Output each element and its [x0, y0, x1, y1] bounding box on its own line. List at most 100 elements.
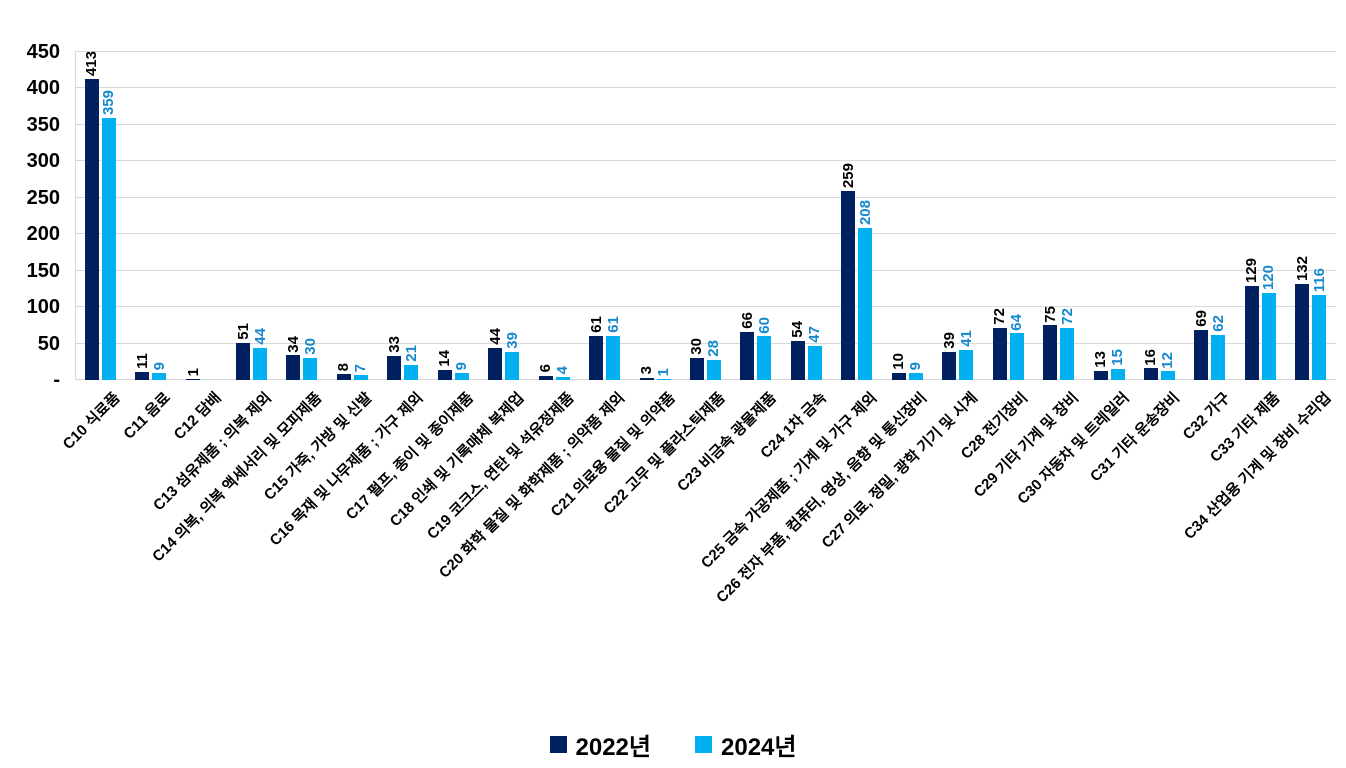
bar-group: 14 9 [428, 52, 478, 380]
bar-column: 10 [890, 353, 908, 380]
bar-2022년 [186, 379, 201, 380]
bar-2022년 [589, 335, 604, 380]
value-label-2022년: 6 [537, 364, 555, 373]
bar-group: 132 116 [1286, 52, 1336, 380]
value-label-2024년: 7 [352, 363, 370, 372]
bar-2022년 [790, 340, 805, 380]
value-label-2022년: 54 [789, 320, 807, 338]
x-axis-label: C10 식료품 [59, 389, 124, 453]
x-axis-label: C31 기타 운송장비 [1086, 389, 1183, 486]
bar-2022년 [84, 78, 99, 380]
bar-2022년 [891, 372, 906, 380]
bar-column: 60 [756, 317, 773, 380]
bar-2024년 [1261, 292, 1276, 380]
x-axis-labels: C10 식료품 C11 음료 C12 담배 C13 섬유제품 ; 의복 제외 C14 의… [60, 380, 1336, 680]
bar-column: 69 [1192, 310, 1210, 380]
bar-column: 72 [1059, 308, 1076, 380]
value-label-2022년: 413 [83, 50, 101, 76]
bar-2022년 [236, 342, 251, 380]
bar-column: 8 [335, 362, 353, 380]
bar-2024년 [959, 350, 974, 380]
value-label-2022년: 10 [890, 353, 908, 370]
value-label-2024년: 30 [301, 338, 319, 356]
value-label-2022년: 33 [385, 336, 403, 353]
value-label-2022년: 14 [436, 350, 454, 367]
value-label-2024년: 120 [1260, 264, 1278, 290]
y-axis-tick: 300 [26, 150, 60, 173]
legend-item-2022년: 2022년 [549, 727, 651, 762]
x-axis-label: C11 음료 [120, 389, 174, 443]
bar-column: 132 [1293, 255, 1311, 380]
bar-2024년 [152, 373, 167, 380]
bar-column: 28 [705, 339, 723, 380]
value-label-2024년: 9 [150, 362, 168, 371]
bar-2022년 [286, 355, 301, 380]
bar-2022년 [1143, 368, 1158, 380]
bar-column: 359 [100, 90, 117, 380]
plot-area: 413 359 11 9 1 51 44 34 30 8 7 33 21 14 9 44 39 6 4 61 61 3 1 3… [75, 50, 1336, 380]
bar-2022년 [437, 369, 452, 380]
bar-column: 51 [235, 323, 252, 380]
bar-2022년 [992, 327, 1007, 380]
bar-2024년 [1060, 327, 1075, 380]
y-axis-tick: 450 [26, 41, 60, 63]
value-label-2022년: 8 [335, 362, 353, 372]
legend-label: 2022년 [575, 734, 651, 761]
value-label-2024년: 208 [856, 200, 874, 226]
bar-column: 30 [301, 338, 319, 380]
bar-2024년 [505, 351, 520, 380]
chart-legend: 2022년 2024년 [0, 727, 1346, 762]
value-label-2022년: 61 [587, 315, 605, 333]
bar-2024년 [1009, 333, 1024, 380]
bar-group: 413 359 [75, 50, 125, 380]
bar-2024년 [1211, 334, 1226, 380]
bar-column: 15 [1109, 349, 1127, 380]
value-label-2024년: 9 [453, 362, 471, 371]
bar-column: 61 [587, 315, 605, 380]
bar-group: 51 44 [226, 52, 276, 380]
value-label-2024년: 9 [907, 362, 925, 371]
value-label-2024년: 41 [957, 330, 975, 348]
legend-swatch-icon [549, 736, 567, 753]
bar-column: 72 [991, 307, 1009, 380]
gridline [75, 269, 1336, 271]
bar-2022년 [1043, 325, 1058, 380]
bar-group: 1 [176, 52, 226, 380]
value-label-2022년: 72 [991, 307, 1009, 325]
bar-column: 1 [185, 368, 202, 380]
gridline [75, 342, 1336, 344]
bar-group: 66 60 [731, 52, 781, 380]
value-label-2022년: 13 [1092, 350, 1110, 368]
bar-column: 66 [739, 312, 756, 380]
bar-column: 64 [1008, 313, 1026, 380]
value-label-2024년: 28 [705, 339, 723, 357]
value-label-2022년: 259 [839, 163, 857, 189]
bar-2022년 [488, 347, 503, 380]
value-label-2024년: 64 [1008, 313, 1026, 331]
bar-2022년 [841, 191, 856, 380]
bar-group: 61 61 [579, 52, 629, 380]
bar-2024년 [757, 336, 772, 380]
bar-group: 44 39 [479, 52, 529, 380]
bar-2022년 [336, 374, 351, 380]
value-label-2022년: 69 [1192, 310, 1210, 327]
bar-column: 21 [402, 345, 420, 380]
bar-group: 54 47 [781, 52, 831, 380]
x-axis-label: C20 화학 물질 및 화학제품 ; 의약품 제외 [435, 389, 628, 582]
bar-group: 10 9 [882, 52, 932, 380]
bar-2022년 [135, 371, 150, 380]
gridline [75, 123, 1336, 125]
bar-2024년 [353, 374, 368, 380]
value-label-2024년: 15 [1109, 349, 1127, 367]
bar-2024년 [404, 364, 419, 380]
value-label-2024년: 47 [806, 326, 824, 343]
y-axis-tick: 150 [26, 259, 60, 282]
bar-column: 3 [638, 366, 655, 380]
bar-group: 34 30 [277, 52, 327, 380]
bar-column: 62 [1210, 315, 1227, 380]
value-label-2022년: 132 [1293, 255, 1311, 281]
legend-label: 2024년 [721, 734, 797, 761]
value-label-2024년: 21 [402, 345, 420, 362]
